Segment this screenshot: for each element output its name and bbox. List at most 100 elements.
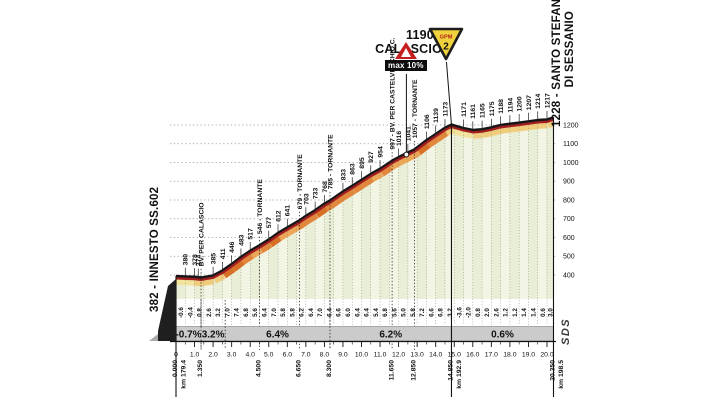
- svg-text:0.8: 0.8: [475, 308, 482, 317]
- svg-text:483: 483: [238, 234, 245, 246]
- svg-text:19.0: 19.0: [522, 352, 535, 359]
- svg-text:km 192.9: km 192.9: [456, 360, 463, 389]
- gpm-sign-icon: GPM 2: [428, 27, 464, 61]
- svg-text:380: 380: [183, 254, 190, 266]
- landmark-labels: BV. PER CALASCIO 546 - TORNANTE 679 - TORN…: [198, 37, 419, 350]
- svg-text:3.0: 3.0: [548, 308, 555, 317]
- svg-text:2.6: 2.6: [206, 308, 213, 317]
- svg-text:4.0: 4.0: [245, 352, 255, 359]
- svg-text:20.0: 20.0: [540, 352, 553, 359]
- svg-text:500: 500: [563, 254, 575, 261]
- sds-logo: SDS: [560, 317, 572, 345]
- svg-text:1.0: 1.0: [190, 352, 200, 359]
- svg-text:1161: 1161: [470, 104, 477, 119]
- svg-text:2.0: 2.0: [484, 308, 491, 317]
- svg-text:5.6: 5.6: [391, 308, 398, 317]
- svg-text:1175: 1175: [489, 101, 496, 116]
- finish-title-line2: DI SESSANIO: [563, 11, 576, 88]
- max-gradient-label: max 10%: [385, 60, 427, 71]
- svg-text:768: 768: [322, 181, 329, 193]
- svg-text:895: 895: [359, 157, 366, 169]
- start-station-title: 382 - INNESTO SS.602: [149, 186, 161, 312]
- svg-text:5.8: 5.8: [410, 308, 417, 317]
- svg-text:2.6: 2.6: [493, 308, 500, 317]
- svg-text:1139: 1139: [433, 108, 440, 123]
- svg-text:10.0: 10.0: [355, 352, 368, 359]
- svg-text:km 198.5: km 198.5: [558, 360, 565, 389]
- svg-text:8.0: 8.0: [320, 352, 330, 359]
- svg-text:9.0: 9.0: [338, 352, 348, 359]
- sign-poles: [403, 61, 452, 158]
- svg-text:6.8: 6.8: [243, 308, 250, 317]
- svg-text:679 - TORNANTE: 679 - TORNANTE: [297, 154, 304, 209]
- svg-text:411: 411: [220, 248, 227, 259]
- svg-text:1214: 1214: [535, 94, 542, 109]
- svg-text:3.0: 3.0: [227, 352, 237, 359]
- svg-text:7.2: 7.2: [419, 308, 426, 317]
- svg-text:1.350: 1.350: [197, 360, 204, 377]
- svg-text:0.8: 0.8: [197, 308, 204, 317]
- svg-text:927: 927: [368, 151, 375, 163]
- svg-text:446: 446: [229, 241, 236, 253]
- svg-text:900: 900: [563, 179, 575, 186]
- svg-text:4.500: 4.500: [256, 360, 263, 377]
- svg-text:1106: 1106: [424, 114, 431, 129]
- svg-text:6.0: 6.0: [283, 352, 293, 359]
- svg-text:3.2%: 3.2%: [202, 329, 225, 340]
- svg-text:1041: 1041: [405, 126, 412, 141]
- start-block: [149, 279, 176, 341]
- svg-text:6.4%: 6.4%: [266, 329, 289, 340]
- gpm-sign-small-text: GPM: [440, 35, 453, 41]
- svg-text:1.4: 1.4: [531, 308, 538, 317]
- svg-text:6.8: 6.8: [382, 308, 389, 317]
- svg-text:612: 612: [275, 210, 282, 222]
- svg-text:577: 577: [266, 217, 273, 229]
- svg-text:5.8: 5.8: [289, 308, 296, 317]
- svg-text:7.0: 7.0: [224, 308, 231, 317]
- svg-text:703: 703: [303, 193, 310, 205]
- svg-text:-0.7%: -0.7%: [175, 329, 201, 340]
- svg-text:18.0: 18.0: [503, 352, 516, 359]
- svg-text:800: 800: [563, 197, 575, 204]
- km-markers: 0.000 km 179.4 1.350 4.500 6.650 8.300 11.650 1…: [172, 117, 565, 397]
- svg-text:546 - TORNANTE: 546 - TORNANTE: [257, 179, 264, 234]
- svg-text:641: 641: [285, 205, 292, 217]
- svg-text:1000: 1000: [563, 160, 579, 167]
- svg-text:km 179.4: km 179.4: [181, 360, 188, 389]
- svg-text:7.0: 7.0: [271, 308, 278, 317]
- svg-text:-0.4: -0.4: [187, 307, 194, 318]
- svg-text:863: 863: [350, 163, 357, 175]
- svg-text:1.2: 1.2: [512, 308, 519, 317]
- svg-text:6.650: 6.650: [296, 360, 303, 377]
- svg-text:1200: 1200: [517, 96, 524, 111]
- gradient-section-boxes: -0.7% 3.2% 6.4% 6.2% 0.6%: [175, 300, 554, 348]
- svg-text:6.6: 6.6: [336, 308, 343, 317]
- svg-text:5.8: 5.8: [280, 308, 287, 317]
- svg-text:8.300: 8.300: [326, 360, 333, 377]
- svg-text:2.0: 2.0: [208, 352, 218, 359]
- svg-text:6.2%: 6.2%: [379, 329, 402, 340]
- svg-text:14.0: 14.0: [429, 352, 442, 359]
- profile-fill: [176, 119, 554, 299]
- svg-text:-0.6: -0.6: [178, 307, 185, 318]
- svg-text:0.6%: 0.6%: [491, 329, 514, 340]
- max-gradient-warning-icon-inner: [400, 48, 411, 57]
- svg-text:6.0: 6.0: [345, 308, 352, 317]
- svg-text:997 - BV. PER CASTELVECCHIO C.: 997 - BV. PER CASTELVECCHIO C.: [390, 37, 397, 149]
- svg-text:954: 954: [377, 146, 384, 158]
- svg-text:1100: 1100: [563, 141, 578, 148]
- svg-text:14.850: 14.850: [448, 360, 455, 381]
- svg-text:517: 517: [248, 228, 255, 240]
- svg-text:1207: 1207: [526, 95, 533, 110]
- svg-text:11.0: 11.0: [374, 352, 387, 359]
- svg-text:-3.6: -3.6: [456, 307, 463, 318]
- svg-text:400: 400: [563, 272, 575, 279]
- svg-text:3.2: 3.2: [447, 308, 454, 317]
- svg-text:1194: 1194: [507, 98, 514, 113]
- svg-text:1.4: 1.4: [521, 308, 528, 317]
- svg-text:6.8: 6.8: [438, 308, 445, 317]
